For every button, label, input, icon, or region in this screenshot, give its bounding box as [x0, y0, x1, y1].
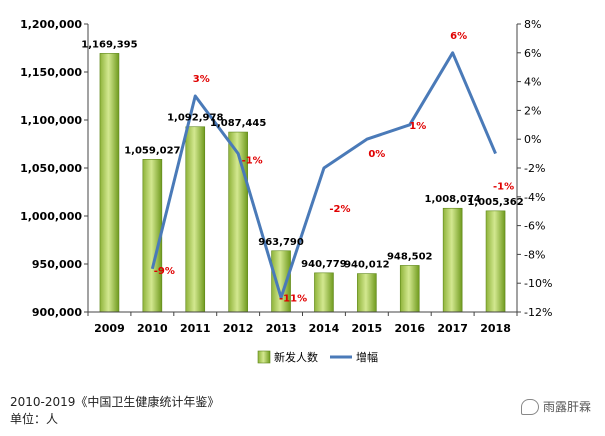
y-left-tick-label: 900,000: [32, 306, 82, 319]
x-tick-label: 2014: [309, 322, 340, 335]
y-left-tick-label: 950,000: [32, 258, 82, 271]
y-left-tick-label: 1,050,000: [20, 162, 82, 175]
y-left-tick-label: 1,200,000: [20, 18, 82, 31]
y-right-tick-label: -10%: [524, 277, 552, 290]
y-right-tick-label: -4%: [524, 191, 545, 204]
axes: 900,000 950,000 1,000,000 1,050,000 1,100,00…: [20, 18, 552, 335]
x-tick-label: 2018: [480, 322, 511, 335]
y-right-tick-label: -8%: [524, 248, 545, 261]
bar-value-label: 1,005,362: [467, 197, 523, 208]
y-right-tick-label: 6%: [524, 47, 541, 60]
y-left-tick-label: 1,100,000: [20, 114, 82, 127]
bar-value-label: 940,012: [344, 260, 390, 271]
y-right-tick-label: 4%: [524, 76, 541, 89]
y-left-tick-label: 1,150,000: [20, 66, 82, 79]
bar-value-label: 1,008,074: [424, 194, 480, 205]
bar-series: [99, 53, 506, 313]
growth-value-label: -1%: [242, 156, 263, 167]
x-tick-label: 2012: [223, 322, 254, 335]
growth-value-label: 0%: [368, 149, 385, 160]
legend-bar-label: 新发人数: [274, 350, 318, 364]
bar: [314, 272, 334, 313]
legend-line-label: 增幅: [356, 350, 378, 364]
legend: 新发人数 增幅: [257, 350, 378, 364]
x-tick-label: 2017: [437, 322, 468, 335]
watermark-text: 雨露肝霖: [542, 400, 591, 414]
bar: [357, 273, 377, 313]
watermark: 雨露肝霖: [520, 398, 591, 415]
y-right-tick-label: 0%: [524, 133, 541, 146]
growth-value-label: -11%: [279, 294, 307, 305]
x-tick-label: 2009: [94, 322, 125, 335]
legend-bar-swatch: [257, 350, 271, 364]
y-left-tick-label: 1,000,000: [20, 210, 82, 223]
bar-value-label: 940,779: [301, 259, 347, 270]
source-note: 2010-2019《中国卫生健康统计年鉴》: [10, 395, 220, 409]
bar: [142, 159, 163, 313]
y-right-tick-label: 2%: [524, 104, 541, 117]
x-tick-label: 2011: [180, 322, 211, 335]
chat-bubble-icon: [520, 398, 539, 415]
x-tick-label: 2016: [394, 322, 425, 335]
bar: [399, 265, 420, 313]
bar: [485, 210, 506, 313]
y-right-tick-label: -12%: [524, 306, 552, 319]
y-right-tick-label: -6%: [524, 220, 545, 233]
growth-value-label: -9%: [154, 266, 175, 277]
bar-value-label: 963,790: [258, 237, 304, 248]
growth-line: [150, 51, 497, 300]
bar: [442, 207, 463, 313]
bar: [185, 126, 206, 313]
y-right-tick-label: -2%: [524, 162, 545, 175]
growth-value-label: -1%: [493, 182, 514, 193]
bar: [99, 53, 120, 313]
x-tick-label: 2010: [137, 322, 168, 335]
y-right-tick-label: 8%: [524, 18, 541, 31]
growth-value-label: 3%: [193, 74, 210, 85]
growth-value-label: 6%: [450, 31, 467, 42]
bar-value-label: 1,092,978: [167, 113, 223, 124]
x-tick-label: 2013: [266, 322, 297, 335]
bar-value-label: 1,169,395: [81, 39, 137, 50]
bar-value-label: 1,059,027: [124, 145, 180, 156]
unit-note: 单位：人: [10, 412, 59, 426]
x-tick-label: 2015: [352, 322, 383, 335]
bar-value-label: 1,087,445: [210, 118, 266, 129]
growth-value-label: -2%: [329, 204, 350, 215]
growth-value-label: 1%: [409, 121, 426, 132]
line-series: [150, 51, 497, 300]
bar-value-label: 948,502: [387, 251, 433, 262]
